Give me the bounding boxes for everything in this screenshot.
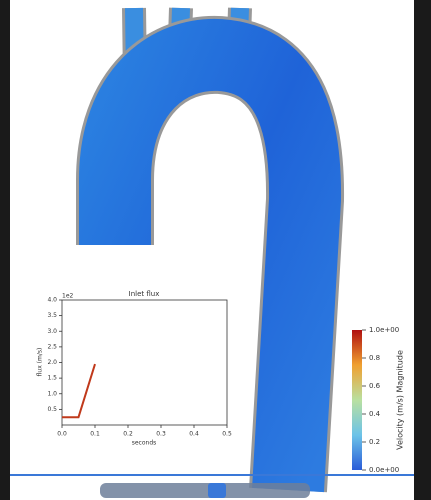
colorbar-tick-label: 0.4: [369, 410, 381, 418]
x-tick-label: 0.2: [123, 431, 133, 438]
colorbar-tick-label: 0.8: [369, 354, 380, 362]
pause-button[interactable]: [208, 483, 226, 498]
colorbar-tick-label: 1.0e+00: [369, 326, 399, 334]
colorbar-tick-label: 0.0e+00: [369, 466, 399, 474]
y-tick-label: 4.0: [47, 297, 57, 304]
colorbar-tick-label: 0.6: [369, 382, 381, 390]
y-offset-label: 1e2: [62, 293, 74, 300]
x-tick-label: 0.5: [222, 431, 232, 438]
y-tick-label: 3.0: [47, 328, 57, 335]
y-tick-label: 1.5: [47, 375, 57, 382]
right-border: [414, 0, 431, 500]
screenshot: Inlet flux 1e2 seconds flux (m/s) Veloci…: [0, 0, 431, 500]
player-controls[interactable]: [100, 483, 310, 498]
y-tick-label: 1.0: [47, 390, 57, 397]
colorbar: [352, 330, 362, 470]
page: Inlet flux 1e2 seconds flux (m/s) Veloci…: [0, 0, 431, 500]
y-tick-label: 2.0: [47, 359, 57, 366]
y-tick-label: 2.5: [47, 343, 57, 350]
colorbar-title: Velocity (m/s) Magnitude: [396, 350, 405, 450]
y-tick-label: 0.5: [47, 406, 57, 413]
x-tick-label: 0.1: [90, 431, 100, 438]
progress-bar[interactable]: [10, 474, 414, 476]
y-tick-label: 3.5: [47, 312, 57, 319]
left-border: [0, 0, 10, 500]
chart-title: Inlet flux: [129, 290, 160, 298]
x-tick-label: 0.3: [156, 431, 166, 438]
y-axis-label: flux (m/s): [37, 348, 44, 377]
colorbar-tick-label: 0.2: [369, 438, 380, 446]
x-tick-label: 0.4: [189, 431, 199, 438]
x-axis-label: seconds: [132, 440, 157, 447]
x-tick-label: 0.0: [57, 431, 67, 438]
